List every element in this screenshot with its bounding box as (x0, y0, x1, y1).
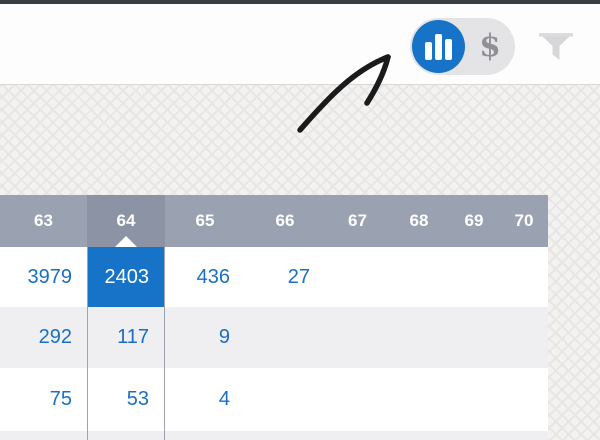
column-header-64-selected[interactable]: 64 (87, 195, 165, 247)
table-cell[interactable]: 27 (287, 265, 310, 288)
column-header-65[interactable]: 65 (195, 211, 215, 230)
table-row (0, 431, 548, 440)
filter-button[interactable] (538, 30, 574, 62)
table-cell[interactable] (325, 307, 390, 368)
table-cell[interactable] (500, 307, 548, 368)
table-cell[interactable] (390, 431, 448, 440)
table-cell[interactable] (390, 307, 448, 368)
table-cell[interactable] (245, 431, 325, 440)
column-header-label: 64 (116, 211, 136, 230)
table-cell[interactable] (325, 431, 390, 440)
table-cell[interactable] (448, 307, 500, 368)
pivot-table: 63 64 65 66 67 68 69 70 3979 2403 436 27… (0, 195, 548, 440)
toolbar: $ (0, 4, 600, 85)
column-header-63[interactable]: 63 (34, 211, 53, 230)
table-cell[interactable] (325, 247, 390, 307)
column-header-70[interactable]: 70 (514, 211, 534, 230)
table-cell[interactable] (448, 368, 500, 431)
table-cell[interactable]: 117 (87, 307, 165, 368)
table-row: 75 53 4 (0, 368, 548, 431)
table-cell[interactable] (390, 247, 448, 307)
funnel-icon (539, 33, 573, 60)
table-cell[interactable] (245, 307, 325, 368)
table-cell[interactable] (0, 431, 87, 440)
table-cell[interactable]: 4 (218, 388, 230, 410)
view-toggle[interactable]: $ (410, 18, 515, 75)
currency-view-option[interactable]: $ (479, 28, 501, 64)
table-cell[interactable] (500, 368, 548, 431)
table-cell[interactable] (448, 431, 500, 440)
top-edge-strip (0, 0, 600, 4)
column-header-66[interactable]: 66 (275, 211, 295, 230)
table-cell[interactable]: 436 (196, 265, 230, 288)
table-cell[interactable] (448, 247, 500, 307)
table-cell[interactable] (325, 368, 390, 431)
column-header-69[interactable]: 69 (464, 211, 484, 230)
column-header-68[interactable]: 68 (409, 211, 429, 230)
selected-column-notch-icon (115, 236, 137, 247)
table-cell[interactable] (87, 431, 165, 440)
table-cell[interactable] (245, 368, 325, 431)
table-row: 292 117 9 (0, 307, 548, 368)
table-cell[interactable]: 53 (87, 368, 165, 431)
table-header-row: 63 64 65 66 67 68 69 70 (0, 195, 548, 247)
table-cell[interactable] (500, 431, 548, 440)
table-row: 3979 2403 436 27 (0, 247, 548, 307)
table-cell[interactable] (500, 247, 548, 307)
bar-chart-icon (425, 34, 452, 60)
chart-view-option[interactable] (412, 20, 465, 73)
table-cell[interactable] (165, 431, 245, 440)
table-cell[interactable]: 9 (218, 326, 230, 348)
selected-cell[interactable]: 2403 (87, 247, 165, 307)
table-cell[interactable]: 75 (49, 388, 72, 410)
table-cell[interactable] (390, 368, 448, 431)
column-header-67[interactable]: 67 (348, 211, 367, 230)
table-cell[interactable]: 3979 (27, 265, 73, 288)
table-cell[interactable]: 292 (38, 326, 72, 348)
